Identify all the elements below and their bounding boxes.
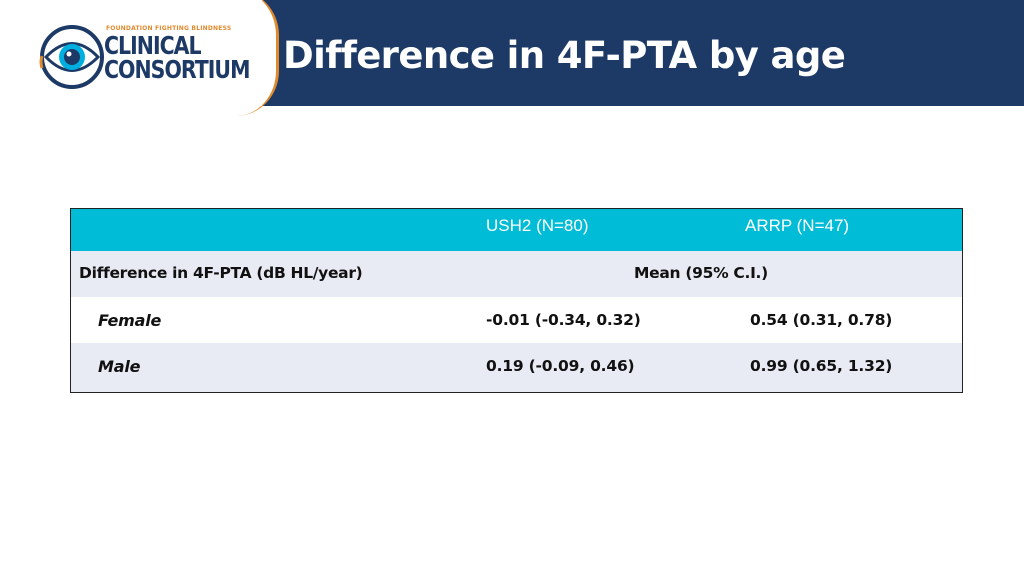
logo: FOUNDATION FIGHTING BLINDNESS CLINICAL C… bbox=[0, 0, 262, 106]
logo-tagline: FOUNDATION FIGHTING BLINDNESS bbox=[106, 25, 232, 32]
measure-label: Difference in 4F-PTA (dB HL/year) bbox=[79, 264, 363, 282]
eye-icon bbox=[39, 25, 104, 89]
results-table: USH2 (N=80) ARRP (N=47) Difference in 4F… bbox=[70, 208, 963, 393]
stat-label: Mean (95% C.I.) bbox=[634, 264, 768, 282]
logo-line-2: CONSORTIUM bbox=[104, 55, 250, 84]
column-header-ush2: USH2 (N=80) bbox=[486, 216, 589, 235]
row-label-female: Female bbox=[98, 311, 162, 330]
row-label-male: Male bbox=[98, 357, 141, 376]
header-bar: FOUNDATION FIGHTING BLINDNESS CLINICAL C… bbox=[0, 0, 1024, 116]
table-row: Difference in 4F-PTA (dB HL/year) Mean (… bbox=[71, 251, 962, 297]
female-arrp-value: 0.54 (0.31, 0.78) bbox=[750, 311, 893, 329]
table-header-row: USH2 (N=80) ARRP (N=47) bbox=[71, 209, 962, 251]
table-row: Male 0.19 (-0.09, 0.46) 0.99 (0.65, 1.32… bbox=[71, 343, 962, 392]
logo-line-1: CLINICAL bbox=[104, 31, 202, 60]
column-header-arrp: ARRP (N=47) bbox=[745, 216, 850, 235]
table-row: Female -0.01 (-0.34, 0.32) 0.54 (0.31, 0… bbox=[71, 297, 962, 343]
male-arrp-value: 0.99 (0.65, 1.32) bbox=[750, 357, 893, 375]
male-ush2-value: 0.19 (-0.09, 0.46) bbox=[486, 357, 635, 375]
page-title: Difference in 4F-PTA by age bbox=[283, 34, 846, 77]
female-ush2-value: -0.01 (-0.34, 0.32) bbox=[486, 311, 641, 329]
